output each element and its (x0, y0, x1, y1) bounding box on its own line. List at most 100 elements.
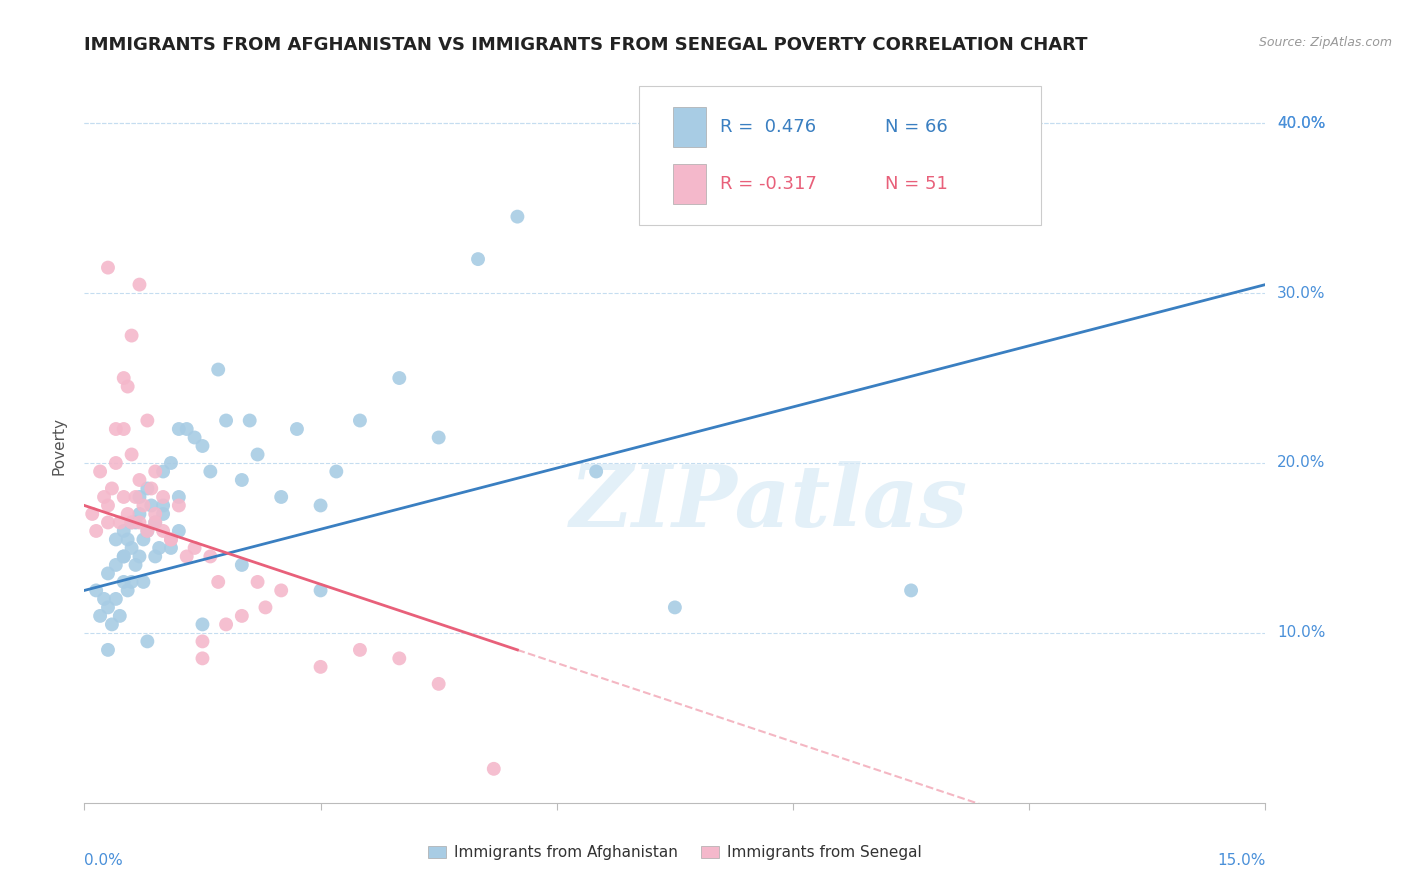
Point (128, 490, 150, 504)
Point (128, 507, 150, 521)
Point (136, 524, 159, 538)
FancyBboxPatch shape (672, 107, 706, 146)
Point (191, 634, 214, 648)
Point (97, 600, 120, 615)
Text: N = 66: N = 66 (886, 118, 948, 136)
Point (191, 439, 214, 453)
Text: 15.0%: 15.0% (1218, 853, 1265, 868)
Text: 20.0%: 20.0% (1277, 456, 1326, 470)
Point (121, 516, 143, 530)
Point (167, 490, 190, 504)
Point (141, 499, 163, 513)
Point (167, 499, 190, 513)
Point (191, 617, 214, 632)
Point (207, 362, 229, 376)
Point (200, 549, 222, 564)
Point (136, 634, 159, 648)
Point (128, 549, 150, 564)
Point (84, 524, 107, 538)
Point (124, 558, 146, 572)
Point (254, 600, 277, 615)
FancyBboxPatch shape (672, 164, 706, 203)
Point (143, 549, 166, 564)
Point (104, 456, 127, 470)
Point (112, 422, 135, 436)
Point (270, 490, 292, 504)
Point (89, 608, 111, 623)
Point (128, 473, 150, 487)
Point (136, 524, 159, 538)
Point (200, 465, 222, 479)
Point (207, 574, 229, 589)
Point (117, 583, 139, 598)
Point (84, 583, 107, 598)
Point (104, 558, 127, 572)
Point (136, 482, 159, 496)
Point (104, 422, 127, 436)
Point (121, 574, 143, 589)
Point (97, 516, 120, 530)
Point (309, 499, 332, 513)
Point (160, 533, 183, 547)
Point (482, 762, 505, 776)
Point (167, 524, 190, 538)
Point (152, 507, 174, 521)
Point (506, 210, 529, 224)
Point (121, 448, 143, 462)
Point (112, 549, 135, 564)
Text: 30.0%: 30.0% (1277, 285, 1326, 301)
Point (141, 482, 163, 496)
Point (215, 617, 238, 632)
Point (97, 643, 120, 657)
Text: N = 51: N = 51 (886, 175, 948, 193)
Point (121, 541, 143, 555)
Text: 10.0%: 10.0% (1277, 625, 1326, 640)
Point (117, 533, 139, 547)
Point (388, 651, 411, 665)
Point (112, 524, 135, 538)
Point (101, 482, 124, 496)
Text: 40.0%: 40.0% (1277, 116, 1326, 131)
Point (427, 677, 450, 691)
Point (132, 574, 155, 589)
Point (143, 516, 166, 530)
Point (176, 549, 198, 564)
Point (349, 643, 371, 657)
Point (900, 583, 922, 598)
Point (167, 422, 190, 436)
Point (112, 490, 135, 504)
Text: R = -0.317: R = -0.317 (720, 175, 817, 193)
Point (108, 608, 131, 623)
Point (117, 379, 139, 393)
Point (104, 591, 127, 606)
Point (246, 574, 269, 589)
Point (183, 541, 205, 555)
Point (152, 465, 174, 479)
Point (132, 533, 155, 547)
Legend: Immigrants from Afghanistan, Immigrants from Senegal: Immigrants from Afghanistan, Immigrants … (422, 839, 928, 866)
Point (121, 516, 143, 530)
Point (82, 507, 104, 521)
Point (285, 422, 308, 436)
Point (112, 549, 135, 564)
Point (97, 260, 120, 275)
Point (388, 371, 411, 385)
Point (309, 583, 332, 598)
Point (132, 499, 155, 513)
Point (112, 371, 135, 385)
Point (152, 490, 174, 504)
Text: ZIPatlas: ZIPatlas (571, 461, 969, 545)
Point (309, 660, 332, 674)
Text: Source: ZipAtlas.com: Source: ZipAtlas.com (1258, 36, 1392, 49)
Y-axis label: Poverty: Poverty (51, 417, 66, 475)
Text: IMMIGRANTS FROM AFGHANISTAN VS IMMIGRANTS FROM SENEGAL POVERTY CORRELATION CHART: IMMIGRANTS FROM AFGHANISTAN VS IMMIGRANT… (84, 36, 1088, 54)
Point (93, 591, 115, 606)
Point (104, 533, 127, 547)
Point (246, 448, 269, 462)
Point (467, 252, 489, 266)
Point (128, 277, 150, 292)
Point (112, 574, 135, 589)
Point (152, 499, 174, 513)
Point (93, 490, 115, 504)
Point (349, 413, 371, 427)
